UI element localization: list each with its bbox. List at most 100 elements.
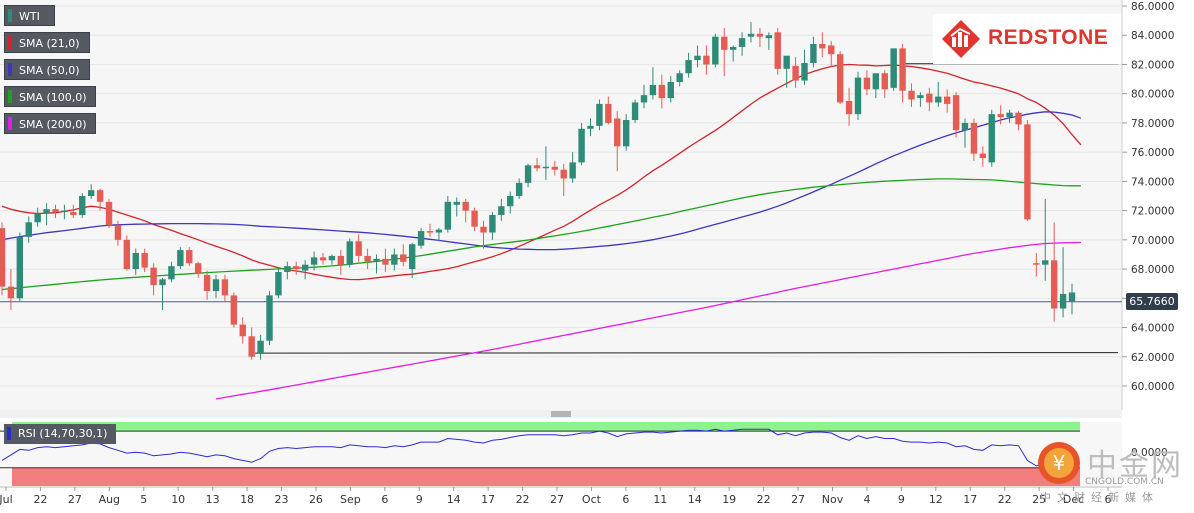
candle-body: [364, 255, 371, 262]
candle-body: [105, 201, 113, 226]
candle-body: [123, 239, 131, 270]
redstone-logo: REDSTONE: [933, 14, 1121, 64]
x-tick-label: 27: [68, 493, 82, 506]
x-tick-label: 12: [929, 493, 943, 506]
legend-sma200[interactable]: SMA (200,0): [4, 113, 96, 134]
candle-body: [810, 44, 817, 63]
candle-body: [203, 274, 211, 291]
candle-body: [328, 255, 336, 261]
candle-body: [631, 102, 639, 120]
candle-body: [141, 253, 148, 268]
candle-body: [471, 210, 478, 227]
candle-body: [0, 228, 6, 287]
rsi-legend[interactable]: RSI (14,70,30,1): [4, 424, 116, 444]
x-tick-label: Jul: [0, 493, 13, 506]
candle-body: [7, 286, 15, 299]
candle-body: [863, 77, 871, 90]
candle-body: [515, 182, 523, 196]
candle-body: [230, 295, 238, 325]
legend-swatch-wti: [8, 9, 12, 22]
candle-body: [186, 250, 193, 264]
candle-body: [1068, 292, 1076, 302]
legend-label-sma50: SMA (50,0): [19, 64, 80, 77]
x-tick-label: Aug: [99, 493, 120, 506]
candle-body: [96, 190, 104, 202]
candle-body: [569, 162, 576, 179]
candle-body: [444, 201, 452, 230]
candle-body: [498, 206, 505, 215]
candle-body: [248, 336, 255, 357]
candle-body: [1006, 112, 1013, 118]
candle-body: [854, 77, 862, 115]
candle-body: [34, 213, 41, 223]
y-tick-label: 64.0000: [1131, 323, 1174, 335]
candle-body: [293, 266, 300, 270]
candle-body: [417, 231, 425, 246]
x-tick-label: 6: [622, 493, 629, 506]
candle-body: [489, 215, 496, 233]
legend-sma100[interactable]: SMA (100,0): [4, 86, 96, 107]
rsi-pane: 0.0000: [0, 422, 1168, 486]
candle-body: [25, 222, 32, 237]
candle-body: [346, 241, 353, 265]
candle-body: [79, 196, 86, 215]
candle-body: [587, 125, 594, 129]
candle-body: [667, 82, 674, 99]
pane-divider-handle[interactable]: [551, 411, 571, 417]
sma-line-sma-100-0-: [1, 178, 1081, 291]
candle-body: [319, 257, 327, 261]
y-tick-label: 80.0000: [1131, 89, 1174, 101]
current-price-tag: 65.7660: [1126, 293, 1178, 310]
candle-body: [738, 38, 746, 47]
redstone-logo-icon: [942, 20, 980, 58]
candle-body: [622, 120, 630, 147]
x-tick-label: 27: [791, 493, 805, 506]
legend-sma50[interactable]: SMA (50,0): [4, 59, 90, 80]
candle-body: [819, 44, 826, 49]
candle-body: [712, 36, 719, 65]
legend-label-sma200: SMA (200,0): [19, 118, 87, 131]
candles: [0, 22, 1076, 360]
candle-body: [114, 225, 122, 240]
candle-body: [542, 166, 550, 169]
candle-body: [533, 165, 541, 169]
candle-body: [70, 212, 77, 215]
candle-body: [159, 279, 166, 286]
x-tick-label: 14: [688, 493, 702, 506]
x-tick-label: 22: [33, 493, 47, 506]
candle-body: [462, 201, 469, 211]
candle-body: [881, 73, 888, 90]
candle-body: [970, 122, 978, 154]
legend-label-wti: WTI: [19, 10, 40, 23]
legend-wti[interactable]: WTI: [4, 5, 55, 26]
y-tick-label: 68.0000: [1131, 264, 1174, 276]
x-tick-label: 10: [171, 493, 185, 506]
candle-body: [908, 90, 915, 100]
candle-body: [212, 279, 220, 291]
legend-sma21[interactable]: SMA (21,0): [4, 32, 90, 53]
candle-body: [836, 54, 844, 103]
candle-body: [747, 33, 755, 37]
candle-body: [961, 122, 969, 131]
y-tick-label: 82.0000: [1131, 59, 1174, 71]
candle-body: [605, 103, 612, 123]
grid: [0, 5, 1122, 387]
candle-body: [16, 236, 24, 299]
x-tick-label: 17: [963, 493, 977, 506]
x-tick-label: 6: [1105, 493, 1112, 506]
candle-body: [1050, 260, 1058, 309]
rsi-oversold-zone: [12, 467, 1080, 486]
candle-body: [640, 95, 648, 103]
candle-body: [1033, 263, 1040, 265]
x-tick-label: Sep: [340, 493, 361, 506]
candle-body: [801, 63, 808, 81]
candle-body: [61, 210, 68, 213]
candle-body: [551, 166, 559, 170]
candle-body: [480, 226, 487, 233]
y-tick-label: 60.0000: [1131, 381, 1174, 393]
candle-body: [1015, 112, 1022, 125]
candle-body: [284, 266, 291, 272]
candle-body: [774, 32, 781, 69]
candle-body: [132, 253, 139, 270]
